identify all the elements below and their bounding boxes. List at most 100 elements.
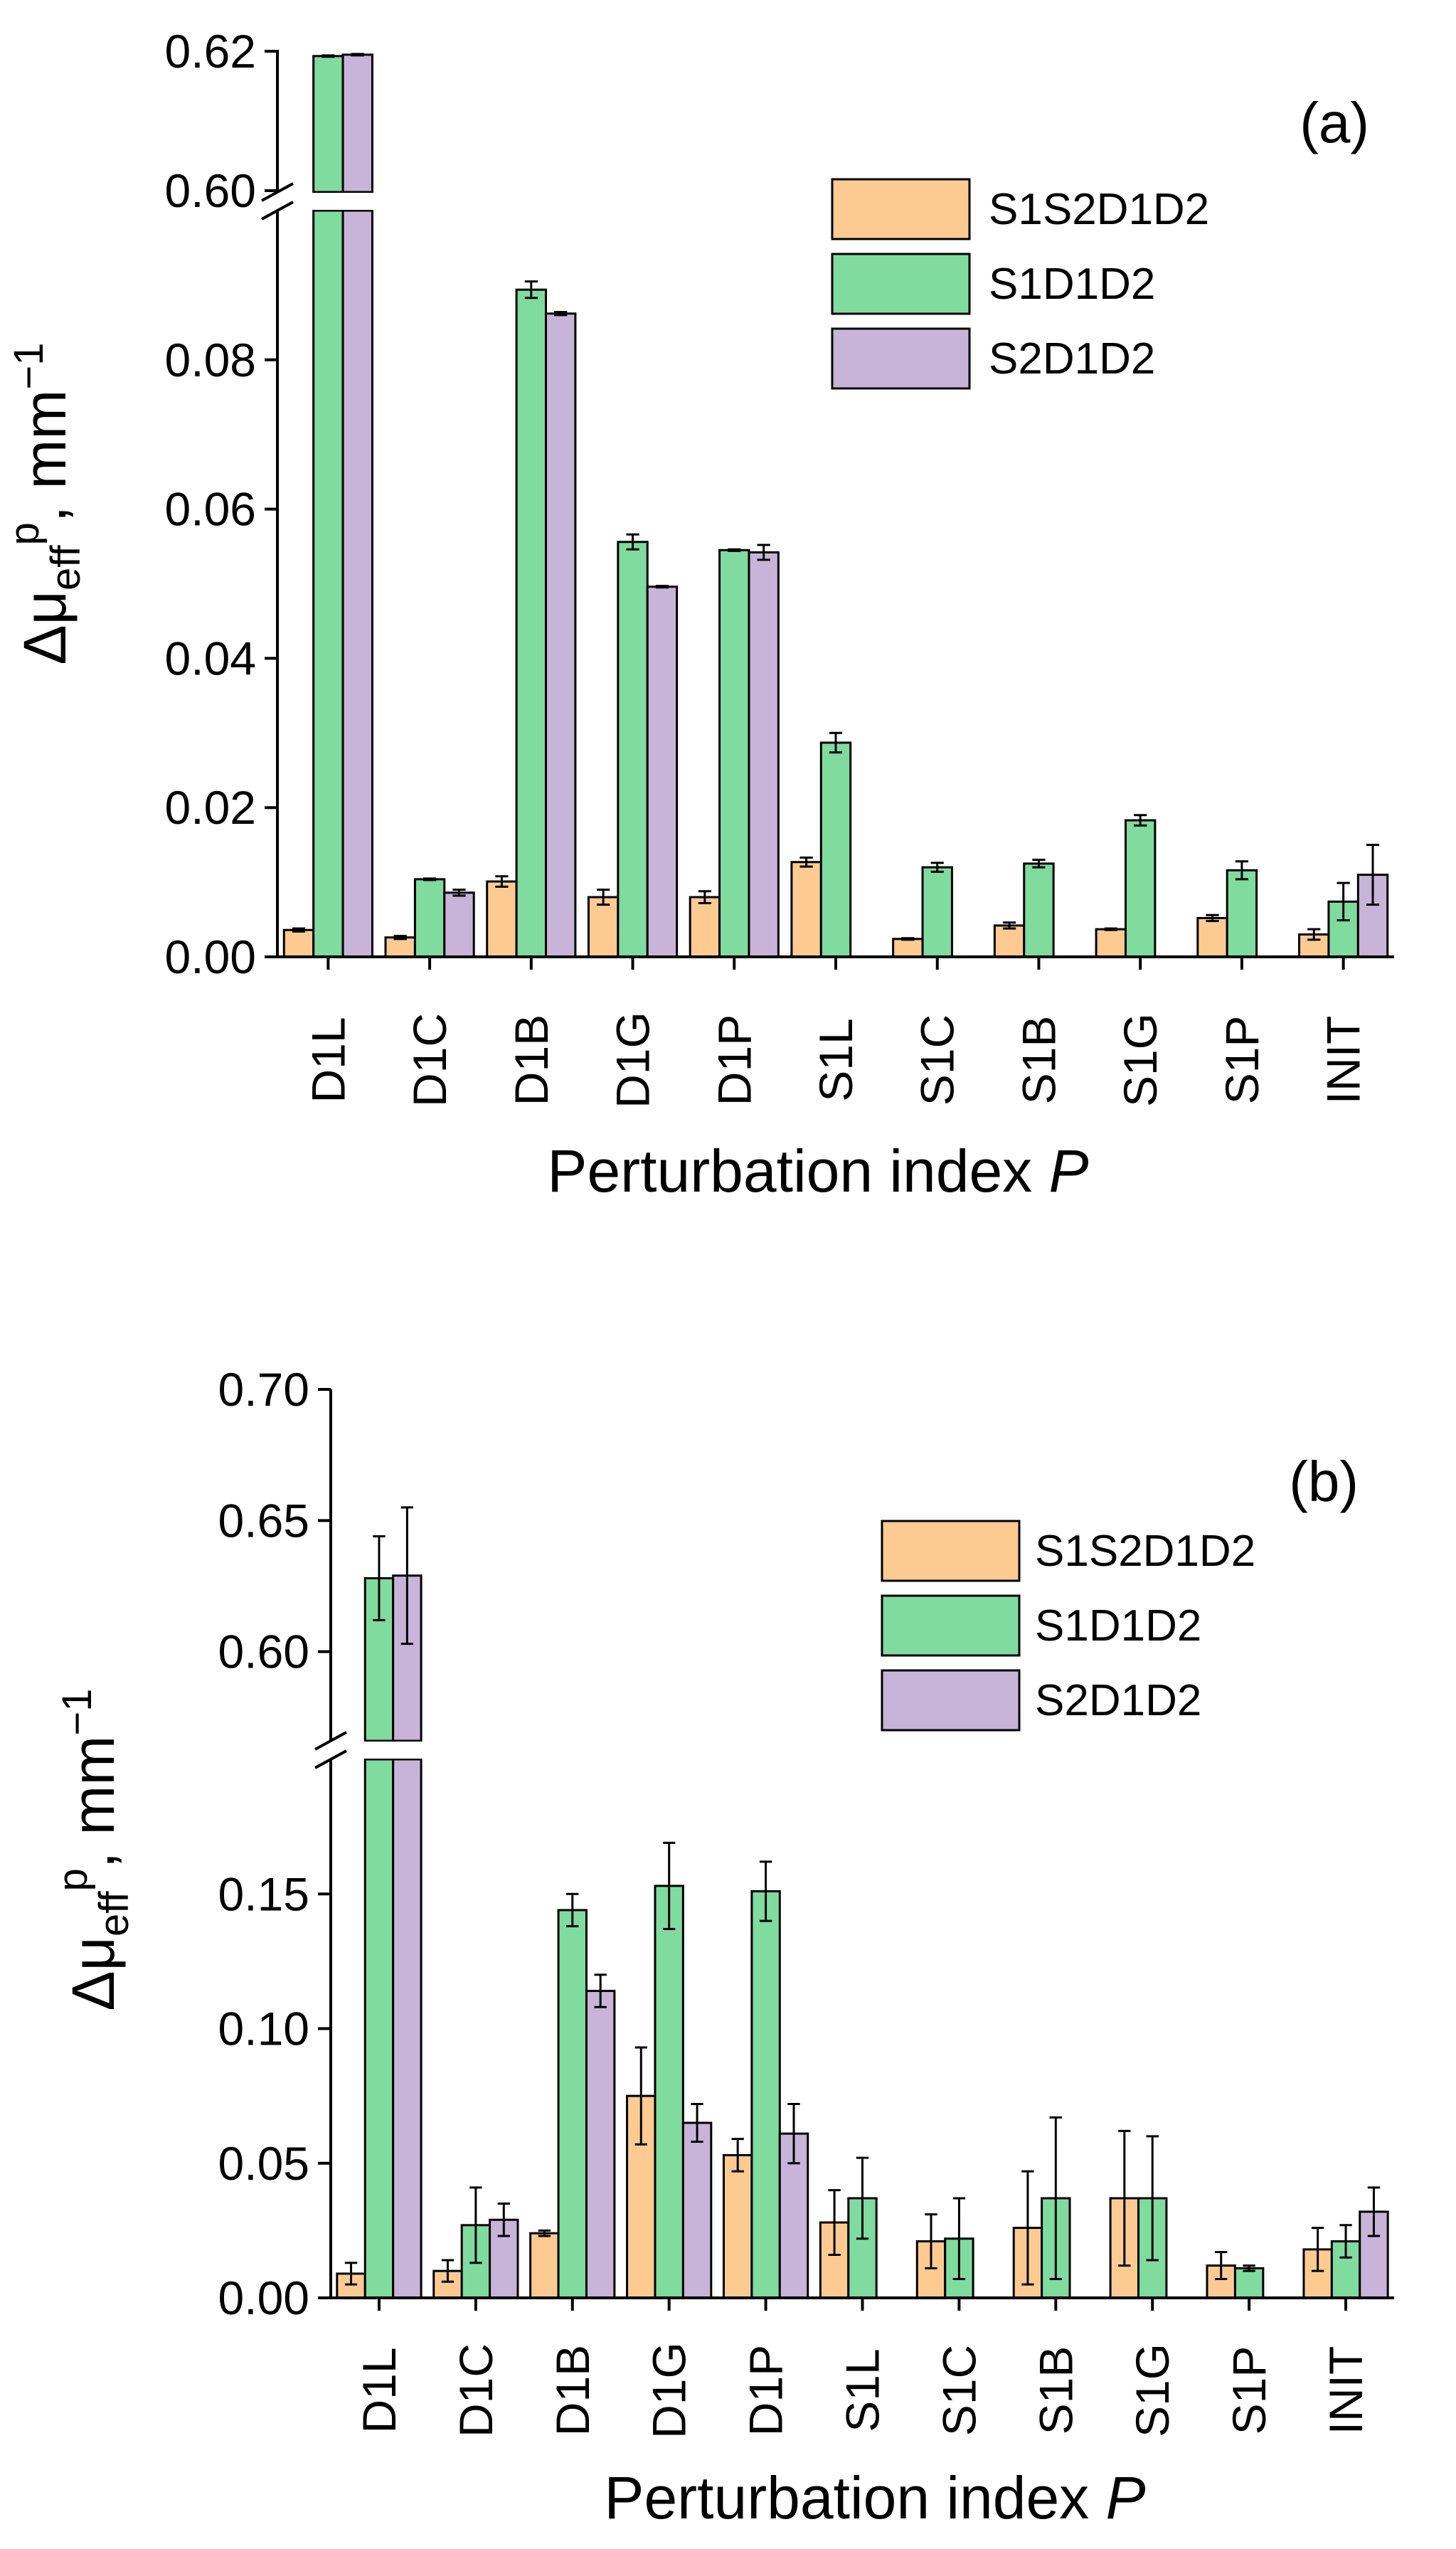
x-axis-title-text: Perturbation index: [604, 2464, 1105, 2531]
bar-S2D1D2-INIT: [1356, 874, 1389, 958]
legend-swatch-S1D1D2: [831, 253, 971, 315]
panel-label: (a): [1300, 91, 1369, 154]
bar-S1S2D1D2-D1P: [722, 2153, 753, 2299]
y-axis-title-delta: Δμ: [60, 1936, 127, 2011]
y-axis-title-unit: , mm: [60, 1736, 127, 1869]
bar-S1S2D1D2-S1G: [1095, 928, 1127, 958]
x-tick-label-S1L: S1L: [809, 1018, 862, 1101]
y-tick-label: 0.00: [218, 2272, 309, 2324]
y-tick-label: 0.06: [165, 483, 256, 536]
y-tick-label: 0.05: [218, 2137, 309, 2190]
y-tick-label: 0.10: [218, 2003, 309, 2055]
x-tick-label-D1G: D1G: [607, 1012, 659, 1108]
y-tick-label: 0.02: [165, 781, 256, 834]
bar-break-gap: [340, 193, 376, 210]
panel-b: 0.00 0.05 0.10 0.15 0.60 0.65 0.70 D1L D1C D1B D1G…: [50, 1363, 1394, 2531]
legend-swatch-S1D1D2: [881, 1594, 1021, 1657]
y-tick-label: 0.08: [165, 334, 256, 386]
legend-label-S1S2D1D2: S1S2D1D2: [989, 185, 1209, 234]
bar-S1D1D2-D1G: [617, 541, 649, 958]
x-tick-label-INIT: INIT: [1319, 2346, 1372, 2435]
bar-S1S2D1D2-S1L: [790, 861, 822, 958]
bar-S1D1D2-S1P: [1233, 2267, 1265, 2299]
x-tick-label-S1B: S1B: [1012, 1016, 1065, 1105]
y-axis-title: Δμeffp, mm−1: [50, 1689, 137, 2011]
x-tick-label-S1L: S1L: [836, 2348, 889, 2432]
bar-S2D1D2-D1G: [681, 2121, 713, 2299]
bar-S2D1D2-D1G: [646, 585, 679, 958]
x-tick-label-D1C: D1C: [403, 1013, 456, 1107]
bar-S1S2D1D2-INIT: [1302, 2248, 1333, 2299]
legend-label-S2D1D2: S2D1D2: [989, 334, 1155, 383]
x-tick-label-S1G: S1G: [1114, 1013, 1167, 1107]
y-axis-title-sup: p: [50, 1868, 96, 1891]
panel-a: 0.00 0.02 0.04 0.06 0.08 0.60 0.62 D1L D1C D1B D1G…: [1, 25, 1394, 1204]
bar-S1D1D2-D1P: [718, 549, 750, 958]
legend-swatch-S1S2D1D2: [881, 1520, 1021, 1582]
bar-S2D1D2-D1P: [748, 551, 780, 958]
axis-break-mark: [314, 1731, 347, 1751]
bar-S2D1D2-D1L-lower: [341, 209, 373, 958]
x-tick-label-S1C: S1C: [911, 1014, 964, 1106]
x-axis-title-text: Perturbation index: [547, 1138, 1048, 1204]
legend-swatch-S2D1D2: [881, 1669, 1021, 1732]
bar-S1D1D2-D1L-lower: [312, 209, 344, 958]
bar-S1S2D1D2-D1C: [384, 936, 416, 958]
bar-S1D1D2-D1C: [413, 878, 446, 958]
x-tick-label-S1B: S1B: [1029, 2346, 1082, 2435]
legend-swatch-S1S2D1D2: [831, 178, 971, 240]
y-axis-title-sub: eff: [43, 545, 89, 590]
bar-S1D1D2-D1B: [557, 1909, 588, 2299]
x-tick-label-S1P: S1P: [1223, 2346, 1275, 2435]
x-axis-title-var: P: [1049, 1138, 1089, 1204]
y-tick-label: 0.60: [218, 1626, 309, 1678]
bar-S1S2D1D2-D1L: [282, 928, 315, 958]
bar-S1D1D2-D1P: [750, 1890, 781, 2299]
bar-break-gap: [310, 193, 346, 210]
x-tick-label-D1C: D1C: [450, 2343, 502, 2437]
bar-S1S2D1D2-S1C: [892, 938, 924, 958]
y-axis-title-sup: p: [1, 522, 48, 545]
bar-S1S2D1D2-D1G: [587, 896, 620, 958]
bar-S1S2D1D2-S1P: [1196, 916, 1228, 958]
axis-break-mark: [314, 1749, 347, 1769]
y-axis-title-unit-sup: −1: [6, 343, 52, 390]
bar-S1D1D2-D1G: [654, 1885, 684, 2299]
x-axis-title: Perturbation index P: [547, 1138, 1088, 1204]
x-axis-title-var: P: [1106, 2464, 1146, 2531]
x-tick-label-D1L: D1L: [353, 2347, 405, 2433]
y-axis-title-unit-sup: −1: [54, 1689, 100, 1736]
y-tick-label: 0.62: [165, 25, 256, 78]
legend-label-S1D1D2: S1D1D2: [989, 260, 1155, 309]
bar-break-gap: [390, 1742, 425, 1759]
bar-S2D1D2-D1B: [545, 312, 577, 958]
y-tick-label: 0.00: [165, 931, 256, 983]
x-tick-label-S1G: S1G: [1126, 2343, 1179, 2437]
y-tick-label: 0.15: [218, 1867, 309, 1920]
bar-S1S2D1D2-D1P: [689, 896, 721, 958]
x-tick-label-S1P: S1P: [1216, 1016, 1268, 1105]
y-tick-label: 0.60: [165, 164, 256, 217]
legend-label-S2D1D2: S2D1D2: [1035, 1676, 1201, 1725]
y-tick-label: 0.65: [218, 1494, 309, 1547]
legend-swatch-S2D1D2: [831, 327, 971, 390]
x-tick-label-D1B: D1B: [546, 2345, 599, 2436]
x-tick-label-D1P: D1P: [740, 2345, 792, 2436]
bar-S2D1D2-D1L-upper: [341, 53, 373, 194]
bar-S1D1D2-S1P: [1226, 869, 1258, 958]
bar-S1S2D1D2-D1B: [486, 880, 518, 958]
y-axis-title-sub: eff: [91, 1891, 137, 1936]
x-tick-label-D1G: D1G: [643, 2342, 696, 2439]
y-axis-title: Δμeffp, mm−1: [1, 343, 89, 665]
bar-S1D1D2-D1L-lower: [363, 1758, 395, 2299]
legend-label-S1S2D1D2: S1S2D1D2: [1035, 1527, 1255, 1576]
panel-label: (b): [1289, 1450, 1359, 1513]
bar-S2D1D2-D1B: [585, 1990, 616, 2299]
bar-S1D1D2-S1C: [921, 866, 953, 958]
x-tick-label-D1B: D1B: [505, 1014, 558, 1106]
x-tick-label-D1P: D1P: [708, 1014, 760, 1106]
bar-S1S2D1D2-S1B: [993, 924, 1026, 958]
bar-S1D1D2-S1B: [1023, 862, 1055, 958]
bar-S1D1D2-S1L: [819, 741, 852, 958]
